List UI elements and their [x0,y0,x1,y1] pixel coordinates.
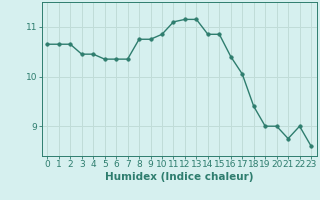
X-axis label: Humidex (Indice chaleur): Humidex (Indice chaleur) [105,172,253,182]
